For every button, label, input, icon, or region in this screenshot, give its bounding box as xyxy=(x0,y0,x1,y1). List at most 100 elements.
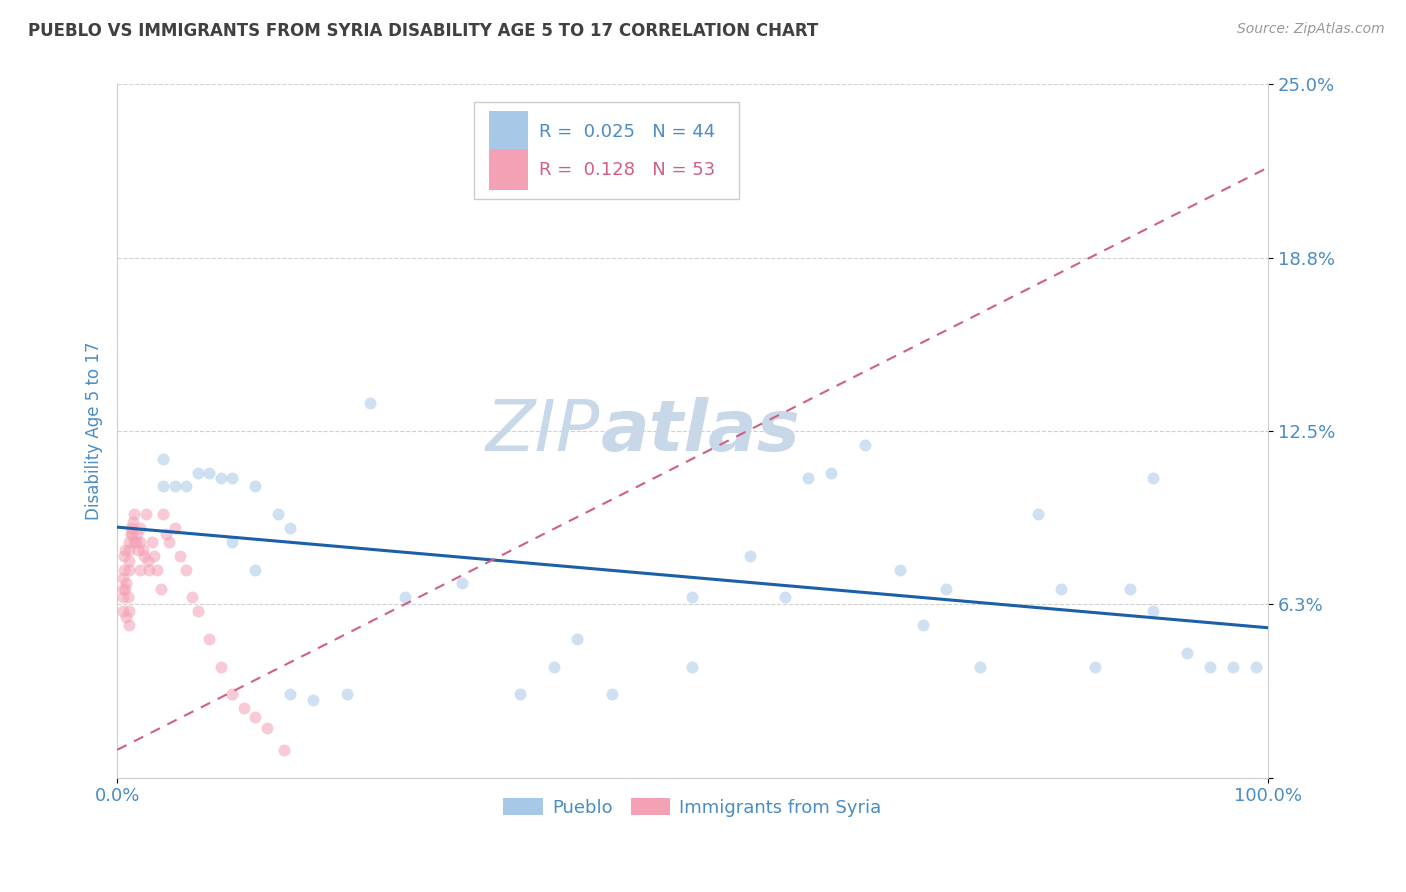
FancyBboxPatch shape xyxy=(474,102,738,199)
Point xyxy=(359,396,381,410)
Y-axis label: Disability Age 5 to 17: Disability Age 5 to 17 xyxy=(86,342,103,520)
Point xyxy=(267,507,290,521)
Point xyxy=(567,632,589,646)
Point xyxy=(1142,604,1164,618)
Point xyxy=(174,479,197,493)
Point xyxy=(245,563,267,577)
Point xyxy=(112,563,135,577)
Point xyxy=(1246,659,1268,673)
Point xyxy=(111,571,134,585)
Point xyxy=(120,521,142,535)
Point xyxy=(853,438,876,452)
Point xyxy=(1175,646,1198,660)
Point xyxy=(129,535,152,549)
Point xyxy=(138,563,160,577)
Point xyxy=(112,549,135,563)
Point xyxy=(245,479,267,493)
Point xyxy=(115,609,138,624)
Point xyxy=(336,687,359,701)
Point xyxy=(157,535,180,549)
Point xyxy=(163,479,186,493)
Point xyxy=(1142,471,1164,485)
Point xyxy=(187,466,209,480)
Point xyxy=(682,591,704,605)
Point xyxy=(118,543,141,558)
Point xyxy=(155,526,177,541)
Point xyxy=(451,576,474,591)
Point xyxy=(278,521,301,535)
Point xyxy=(118,563,141,577)
Point xyxy=(117,591,139,605)
Point xyxy=(118,618,141,632)
Point xyxy=(820,466,842,480)
Point xyxy=(120,526,142,541)
Point xyxy=(256,721,278,735)
Point xyxy=(118,604,141,618)
Point xyxy=(152,451,174,466)
Point xyxy=(121,526,143,541)
Point xyxy=(111,582,134,596)
Point xyxy=(600,687,623,701)
Point xyxy=(174,563,197,577)
Point xyxy=(232,701,254,715)
Point xyxy=(198,632,221,646)
Point xyxy=(125,526,148,541)
Point xyxy=(118,535,141,549)
Point xyxy=(245,709,267,723)
Point xyxy=(278,687,301,701)
Legend: Pueblo, Immigrants from Syria: Pueblo, Immigrants from Syria xyxy=(496,790,889,824)
Text: R =  0.128   N = 53: R = 0.128 N = 53 xyxy=(540,161,716,178)
Point xyxy=(127,543,149,558)
Point xyxy=(141,535,163,549)
Point xyxy=(124,535,146,549)
Text: Source: ZipAtlas.com: Source: ZipAtlas.com xyxy=(1237,22,1385,37)
Point xyxy=(1084,659,1107,673)
Point xyxy=(132,549,155,563)
Point xyxy=(122,516,145,530)
Point xyxy=(221,535,243,549)
Point xyxy=(509,687,531,701)
Point xyxy=(209,659,232,673)
Point xyxy=(301,693,323,707)
Point xyxy=(1118,582,1140,596)
Point xyxy=(118,554,141,568)
Point xyxy=(187,604,209,618)
Point xyxy=(136,554,159,568)
Point xyxy=(221,687,243,701)
Text: ZIP: ZIP xyxy=(486,397,600,466)
Point xyxy=(273,743,295,757)
Text: PUEBLO VS IMMIGRANTS FROM SYRIA DISABILITY AGE 5 TO 17 CORRELATION CHART: PUEBLO VS IMMIGRANTS FROM SYRIA DISABILI… xyxy=(28,22,818,40)
Point xyxy=(129,563,152,577)
Point xyxy=(163,521,186,535)
FancyBboxPatch shape xyxy=(489,149,527,190)
Point xyxy=(935,582,957,596)
Point xyxy=(543,659,565,673)
Point xyxy=(738,549,761,563)
FancyBboxPatch shape xyxy=(489,111,527,152)
Point xyxy=(135,507,157,521)
Point xyxy=(143,549,166,563)
Point xyxy=(1049,582,1071,596)
Point xyxy=(149,582,172,596)
Point xyxy=(221,471,243,485)
Point xyxy=(111,604,134,618)
Point xyxy=(146,563,169,577)
Point xyxy=(209,471,232,485)
Point xyxy=(198,466,221,480)
Point xyxy=(152,479,174,493)
Point xyxy=(124,507,146,521)
Point xyxy=(1199,659,1222,673)
Point xyxy=(181,591,204,605)
Point xyxy=(773,591,796,605)
Point xyxy=(1026,507,1049,521)
Point xyxy=(169,549,191,563)
Point xyxy=(682,659,704,673)
Point xyxy=(969,659,991,673)
Point xyxy=(115,576,138,591)
Point xyxy=(1222,659,1244,673)
Point xyxy=(152,507,174,521)
Point xyxy=(111,591,134,605)
Point xyxy=(129,521,152,535)
Point xyxy=(796,471,818,485)
Text: R =  0.025   N = 44: R = 0.025 N = 44 xyxy=(540,122,716,141)
